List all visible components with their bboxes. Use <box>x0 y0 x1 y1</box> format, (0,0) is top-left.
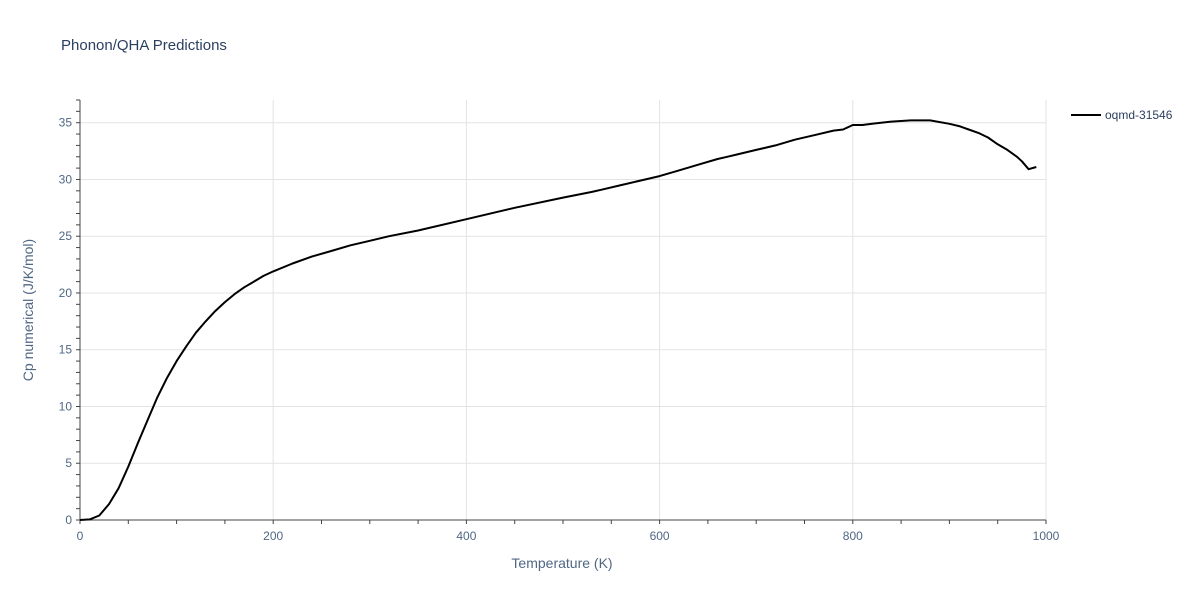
x-axis-title: Temperature (K) <box>511 555 612 571</box>
x-tick-label: 0 <box>77 529 84 543</box>
series-lines <box>79 119 1037 521</box>
y-tick-label: 35 <box>59 116 73 130</box>
x-tick-label: 200 <box>263 529 283 543</box>
x-tick-label: 800 <box>843 529 863 543</box>
y-tick-label: 30 <box>59 172 73 186</box>
y-tick-label: 25 <box>59 229 73 243</box>
y-tick-label: 5 <box>65 456 72 470</box>
y-axis-tick-labels: 0 5 10 15 20 25 30 35 <box>59 116 73 527</box>
x-tick-label: 400 <box>456 529 476 543</box>
series-line-oqmd-31546 <box>79 119 1037 521</box>
chart-title: Phonon/QHA Predictions <box>61 37 227 54</box>
grid-lines <box>80 100 1047 520</box>
y-tick-label: 20 <box>59 286 73 300</box>
axes <box>76 99 1047 524</box>
y-axis-title: Cp numerical (J/K/mol) <box>20 239 36 381</box>
x-tick-label: 600 <box>650 529 670 543</box>
x-axis-tick-labels: 0 200 400 600 800 1000 <box>77 529 1060 543</box>
legend[interactable]: oqmd-31546 <box>1071 108 1173 122</box>
y-tick-label: 10 <box>59 399 73 413</box>
y-tick-label: 0 <box>65 513 72 527</box>
y-tick-label: 15 <box>59 343 73 357</box>
x-tick-label: 1000 <box>1033 529 1060 543</box>
legend-label[interactable]: oqmd-31546 <box>1105 108 1173 122</box>
